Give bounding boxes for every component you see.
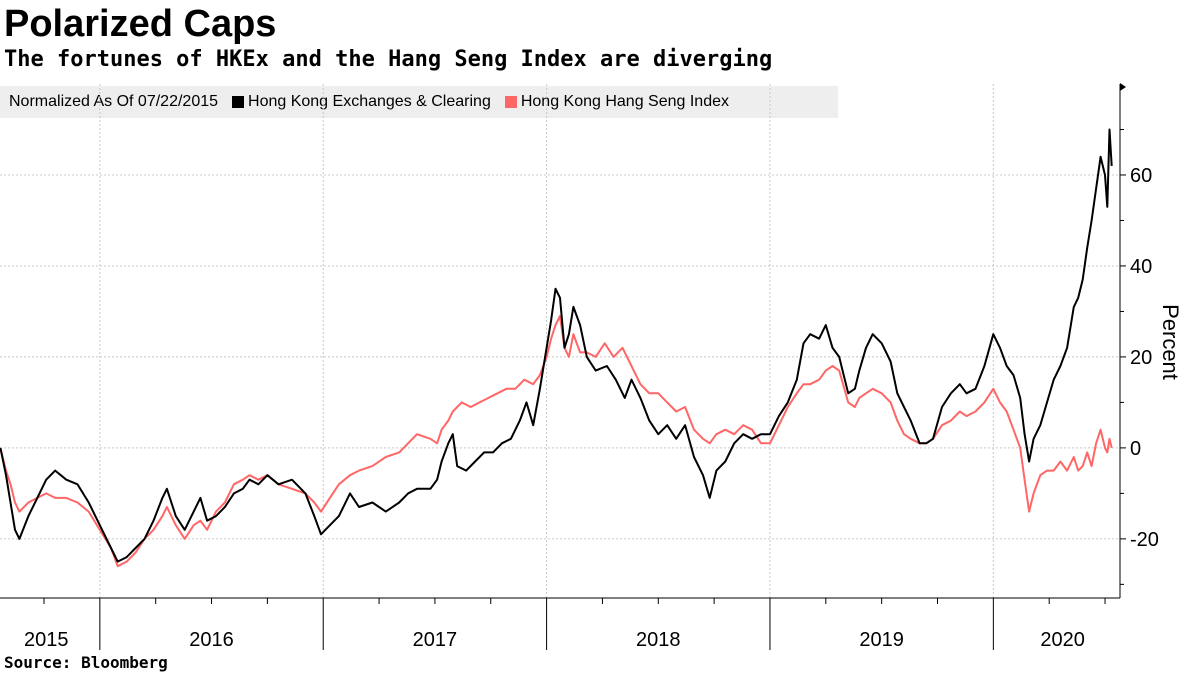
x-year-label: 2017 xyxy=(413,629,458,651)
legend-label-hkex: Hong Kong Exchanges & Clearing xyxy=(248,93,491,110)
y-tick-label: 40 xyxy=(1130,256,1152,278)
series-line-hkex xyxy=(0,128,1113,563)
x-year-label: 2019 xyxy=(859,629,904,651)
x-year-label: 2020 xyxy=(1040,629,1085,651)
source-note: Source: Bloomberg xyxy=(4,653,168,672)
series-line-hang-seng xyxy=(0,315,1113,568)
y-tick-label: -20 xyxy=(1130,529,1159,551)
y-tick-label: 0 xyxy=(1130,438,1141,460)
y-axis-arrow xyxy=(1120,83,1126,91)
legend-normalization-note: Normalized As Of 07/22/2015 xyxy=(9,93,219,110)
legend-label-hang-seng: Hong Kong Hang Seng Index xyxy=(520,93,729,110)
y-axis-label: Percent xyxy=(1158,304,1183,380)
series-lines xyxy=(0,128,1113,568)
legend-swatch-hkex xyxy=(232,96,245,108)
legend: Normalized As Of 07/22/2015 Hong Kong Ex… xyxy=(0,86,838,118)
axes: -20 0 20 40 60 2015 2016 2017 2018 2019 2020 xyxy=(0,83,1159,651)
gridlines xyxy=(0,84,1120,598)
legend-item-hkex: Hong Kong Exchanges & Clearing xyxy=(232,93,491,111)
chart-title: Polarized Caps xyxy=(4,3,277,45)
x-year-label: 2015 xyxy=(24,629,69,651)
chart-subtitle: The fortunes of HKEx and the Hang Seng I… xyxy=(4,47,773,72)
y-tick-label: 60 xyxy=(1130,165,1152,187)
y-tick-label: 20 xyxy=(1130,347,1152,369)
legend-swatch-hang-seng xyxy=(504,96,517,108)
legend-item-hang-seng: Hong Kong Hang Seng Index xyxy=(504,93,729,111)
x-year-label: 2016 xyxy=(189,629,234,651)
x-year-label: 2018 xyxy=(636,629,681,651)
